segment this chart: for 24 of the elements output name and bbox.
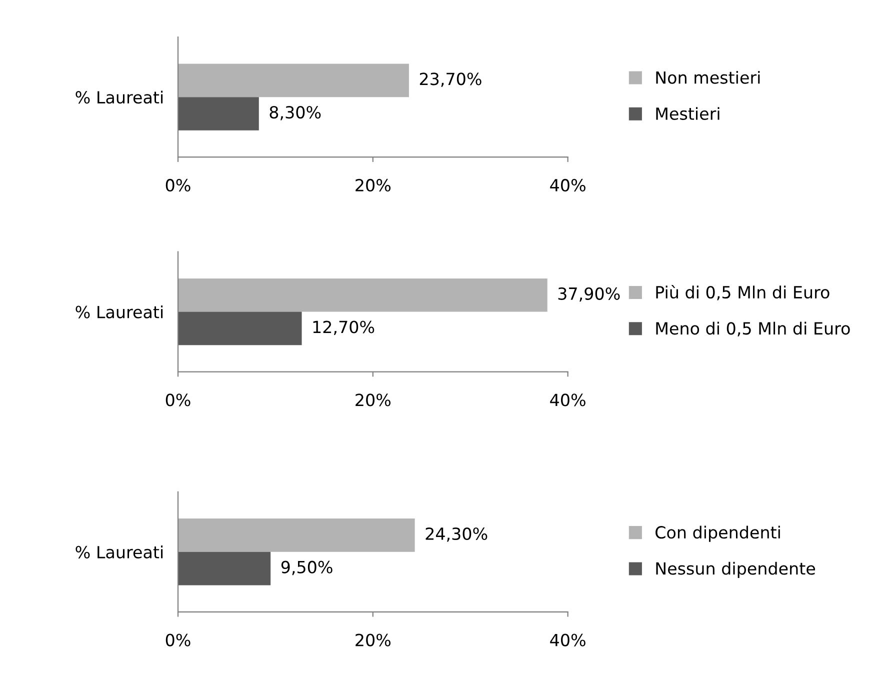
data-label: 24,30% (426, 527, 488, 542)
legend-label: Con dipendenti (656, 526, 780, 542)
x-tick-label: 40% (550, 634, 586, 646)
data-label: 9,50% (281, 560, 332, 576)
y-tick-label: % Laureati (76, 90, 163, 104)
data-label: 37,90% (558, 287, 620, 302)
legend-label: Nessun dipendente (656, 562, 816, 578)
x-tick-label: 0% (166, 634, 190, 646)
data-label: 12,70% (313, 320, 374, 335)
x-tick-label: 20% (356, 634, 391, 646)
x-tick-label: 20% (356, 178, 391, 192)
y-tick-label: % Laureati (76, 546, 163, 558)
legend-label: Non mestieri (656, 70, 760, 84)
x-tick-label: 40% (550, 178, 586, 192)
data-label: 23,70% (420, 72, 482, 87)
x-tick-label: 0% (166, 394, 190, 406)
y-tick-label: % Laureati (76, 305, 163, 318)
x-tick-label: 20% (356, 394, 391, 406)
legend-label: Più di 0,5 Mln di Euro (656, 284, 830, 300)
x-tick-label: 40% (550, 394, 586, 406)
legend-label: Meno di 0,5 Mln di Euro (656, 322, 850, 336)
x-tick-label: 0% (166, 178, 190, 192)
data-label: 8,30% (270, 106, 321, 120)
legend-label: Mestieri (656, 107, 720, 120)
